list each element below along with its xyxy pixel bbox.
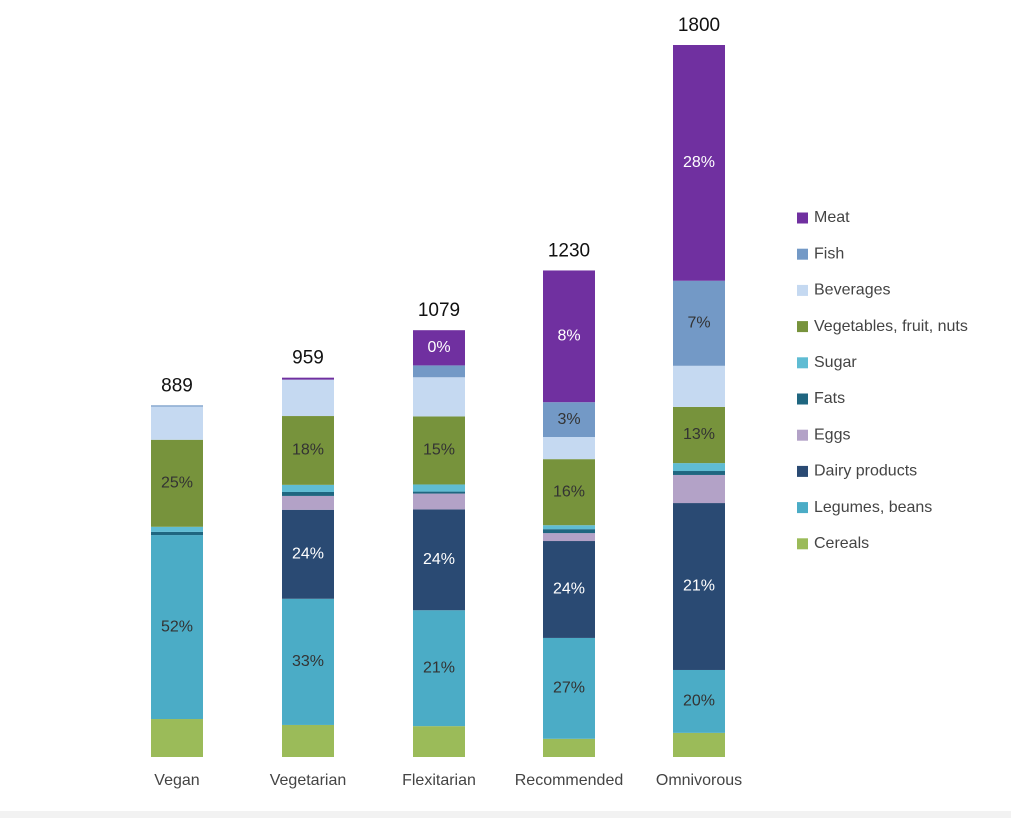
bar-segment [413, 610, 465, 727]
legend-swatch [797, 248, 808, 260]
total-label: 1079 [418, 300, 460, 321]
bar-segment [151, 531, 203, 536]
total-label: 1230 [548, 240, 590, 261]
legend-label: Cereals [814, 535, 869, 552]
total-label: 959 [292, 348, 324, 369]
bar-segment [151, 535, 203, 720]
legend-label: Sugar [814, 354, 857, 371]
bar-segment [673, 280, 725, 366]
bar-segment [543, 402, 595, 437]
bottom-strip [0, 811, 1011, 818]
bar-segment [543, 738, 595, 757]
segment-label: 24% [553, 581, 585, 598]
bar-segment [282, 509, 334, 599]
bar-segment [543, 541, 595, 638]
legend-label: Meat [814, 209, 850, 226]
x-tick-label: Vegetarian [270, 772, 347, 789]
bar-segment [413, 491, 465, 494]
bar-segment [413, 416, 465, 485]
segment-label: 21% [423, 659, 455, 676]
bar-segment [543, 529, 595, 534]
segment-label: 52% [161, 618, 193, 635]
segment-label: 13% [683, 426, 715, 443]
bar-segment [543, 270, 595, 403]
bar-segment [673, 732, 725, 757]
bar-segment [673, 463, 725, 472]
bar-segment [282, 416, 334, 485]
segment-label: 0% [427, 339, 450, 356]
legend-label: Eggs [814, 426, 850, 443]
bar-segment [151, 719, 203, 757]
legend-swatch [797, 429, 808, 441]
segment-label: 16% [553, 483, 585, 500]
legend-swatch [797, 212, 808, 224]
bar-segment [151, 406, 203, 440]
bar-segment [282, 495, 334, 510]
bar-segment [151, 439, 203, 527]
legend-swatch [797, 321, 808, 333]
legend-swatch [797, 465, 808, 477]
legend-label: Legumes, beans [814, 499, 932, 516]
total-label: 889 [161, 375, 193, 396]
x-tick-label: Omnivorous [656, 772, 742, 789]
legend-label: Beverages [814, 282, 891, 299]
legend-swatch [797, 284, 808, 296]
bar-segment [282, 724, 334, 757]
bar-segment [673, 406, 725, 464]
segment-label: 7% [687, 314, 710, 331]
bar-segment [413, 726, 465, 757]
bar-segment [413, 365, 465, 378]
x-tick-label: Flexitarian [402, 772, 476, 789]
bar-segment [543, 533, 595, 542]
segment-label: 33% [292, 653, 324, 670]
bar-segment [543, 525, 595, 530]
segment-label: 21% [683, 578, 715, 595]
bar-segment [673, 669, 725, 733]
segment-label: 15% [423, 442, 455, 459]
x-tick-label: Recommended [515, 772, 624, 789]
segment-label: 24% [292, 545, 324, 562]
segment-label: 24% [423, 551, 455, 568]
bar-segment [413, 330, 465, 366]
bar-segment [413, 493, 465, 510]
bar-segment [673, 503, 725, 670]
bar-segment [282, 598, 334, 725]
bar-segment [282, 484, 334, 492]
legend-swatch [797, 502, 808, 514]
bar-segment [282, 377, 334, 380]
segment-label: 20% [683, 693, 715, 710]
bar-segment [543, 637, 595, 739]
bar-segment [673, 471, 725, 475]
legend-swatch [797, 357, 808, 369]
bar-segment [673, 45, 725, 281]
bar-segment [413, 377, 465, 417]
bar-segment [543, 459, 595, 526]
segment-label: 28% [683, 154, 715, 171]
legend-swatch [797, 538, 808, 550]
bar-segment [413, 484, 465, 492]
bar-segment [282, 379, 334, 417]
segment-label: 27% [553, 680, 585, 697]
bar-segment [151, 526, 203, 532]
bar-segment [282, 491, 334, 496]
legend-label: Vegetables, fruit, nuts [814, 318, 968, 335]
total-label: 1800 [678, 15, 720, 36]
segment-label: 3% [557, 411, 580, 428]
legend-label: Fats [814, 390, 845, 407]
x-tick-label: Vegan [154, 772, 199, 789]
legend-label: Fish [814, 245, 844, 262]
legend-label: Dairy products [814, 463, 917, 480]
legend-swatch [797, 393, 808, 405]
segment-label: 18% [292, 442, 324, 459]
bar-segment [543, 436, 595, 460]
bar-segment [673, 474, 725, 504]
bar-segment [673, 365, 725, 407]
segment-label: 8% [557, 328, 580, 345]
bar-segment [413, 509, 465, 611]
bar-segment [151, 405, 203, 407]
segment-label: 25% [161, 474, 193, 491]
